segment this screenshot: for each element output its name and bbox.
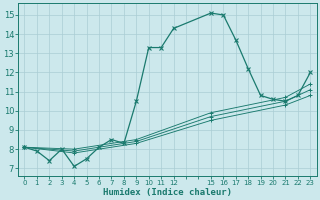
X-axis label: Humidex (Indice chaleur): Humidex (Indice chaleur) [103, 188, 232, 197]
